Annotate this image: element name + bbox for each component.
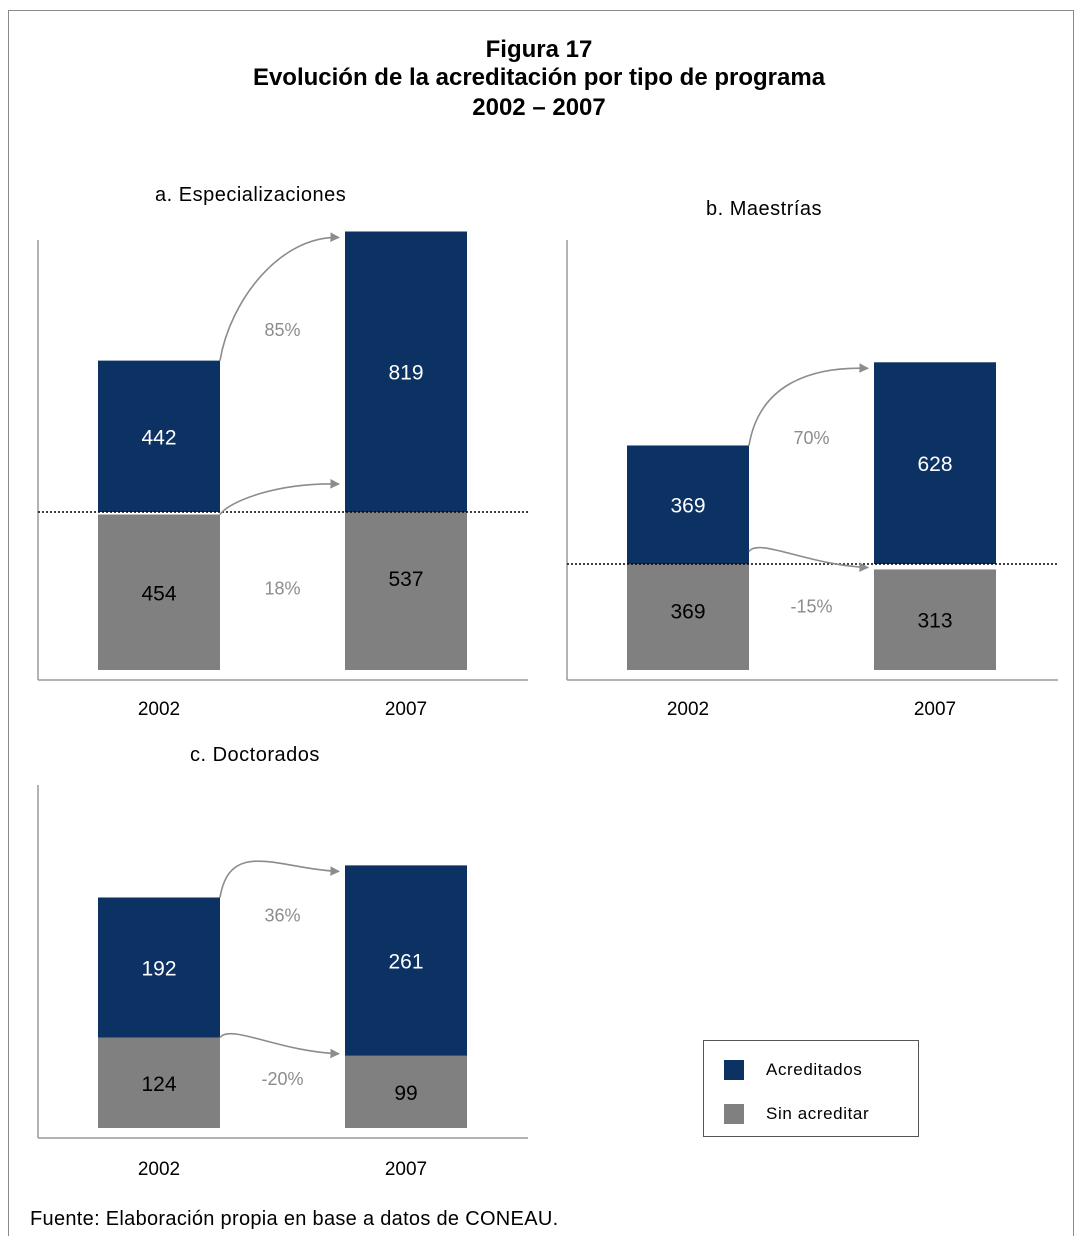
bar-acreditados-2007 [345, 231, 467, 512]
bar-sin-acreditar-2002 [627, 551, 749, 670]
bar-sin-acreditar-2002 [98, 1037, 220, 1128]
legend-label-sin-acreditar: Sin acreditar [766, 1104, 870, 1123]
value-label-acreditados-2002: 442 [141, 426, 176, 449]
bar-acreditados-2007 [874, 362, 996, 564]
change-arrow-sin-acreditar [219, 1032, 340, 1059]
change-pct-acreditados: 70% [793, 428, 829, 448]
value-label-acreditados-2002: 369 [670, 495, 705, 518]
bar-sin-acreditar-2007 [345, 486, 467, 670]
change-arrow-sin-acreditar [219, 478, 340, 516]
figure-number: Figura 17 [485, 36, 593, 63]
legend-label-acreditados: Acreditados [766, 1060, 863, 1079]
bar-acreditados-2002 [627, 445, 749, 564]
figure-title: Evolución de la acreditación por tipo de… [252, 64, 826, 91]
change-pct-sin-acreditar: -15% [790, 597, 832, 617]
x-tick-label-2007: 2007 [914, 699, 956, 720]
change-arrow-sin-acreditar [748, 546, 869, 572]
change-pct-acreditados: 36% [264, 905, 300, 925]
value-label-sin-acreditar-2007: 99 [394, 1082, 417, 1105]
value-label-sin-acreditar-2002: 124 [141, 1073, 176, 1096]
bar-sin-acreditar-2002 [98, 514, 220, 670]
x-tick-label-2007: 2007 [385, 699, 427, 720]
change-pct-acreditados: 85% [264, 320, 300, 340]
bar-acreditados-2007 [345, 865, 467, 1056]
value-label-acreditados-2002: 192 [141, 958, 176, 981]
bar-acreditados-2002 [98, 897, 220, 1038]
bar-sin-acreditar-2007 [874, 569, 996, 670]
change-pct-sin-acreditar: -20% [261, 1069, 303, 1089]
panel-title-especializaciones: a. Especializaciones [155, 184, 347, 206]
value-label-acreditados-2007: 261 [388, 951, 423, 974]
legend: Acreditados Sin acreditar [703, 1040, 919, 1137]
change-arrow-acreditados [219, 232, 340, 361]
value-label-sin-acreditar-2007: 537 [388, 568, 423, 591]
x-tick-label-2002: 2002 [667, 699, 709, 720]
value-label-sin-acreditar-2002: 369 [670, 601, 705, 624]
value-label-sin-acreditar-2007: 313 [917, 610, 952, 633]
legend-swatch-sin-acreditar [724, 1104, 744, 1124]
value-label-acreditados-2007: 628 [917, 453, 952, 476]
x-tick-label-2002: 2002 [138, 1159, 180, 1180]
change-arrow-acreditados [219, 860, 340, 898]
legend-item-acreditados: Acreditados [724, 1059, 862, 1081]
legend-swatch-acreditados [724, 1060, 744, 1080]
bar-sin-acreditar-2007 [345, 1055, 467, 1128]
legend-item-sin-acreditar: Sin acreditar [724, 1103, 869, 1125]
panel-title-doctorados: c. Doctorados [190, 744, 320, 766]
change-pct-sin-acreditar: 18% [264, 578, 300, 598]
x-tick-label-2002: 2002 [138, 699, 180, 720]
value-label-sin-acreditar-2002: 454 [141, 582, 176, 605]
bar-acreditados-2002 [98, 360, 220, 512]
value-label-acreditados-2007: 819 [388, 362, 423, 385]
figure-years: 2002 – 2007 [472, 94, 606, 121]
source-note: Fuente: Elaboración propia en base a dat… [30, 1208, 559, 1230]
panel-title-maestrias: b. Maestrías [706, 198, 823, 220]
change-arrow-acreditados [748, 363, 869, 446]
x-tick-label-2007: 2007 [385, 1159, 427, 1180]
figure-frame [8, 10, 1074, 1236]
